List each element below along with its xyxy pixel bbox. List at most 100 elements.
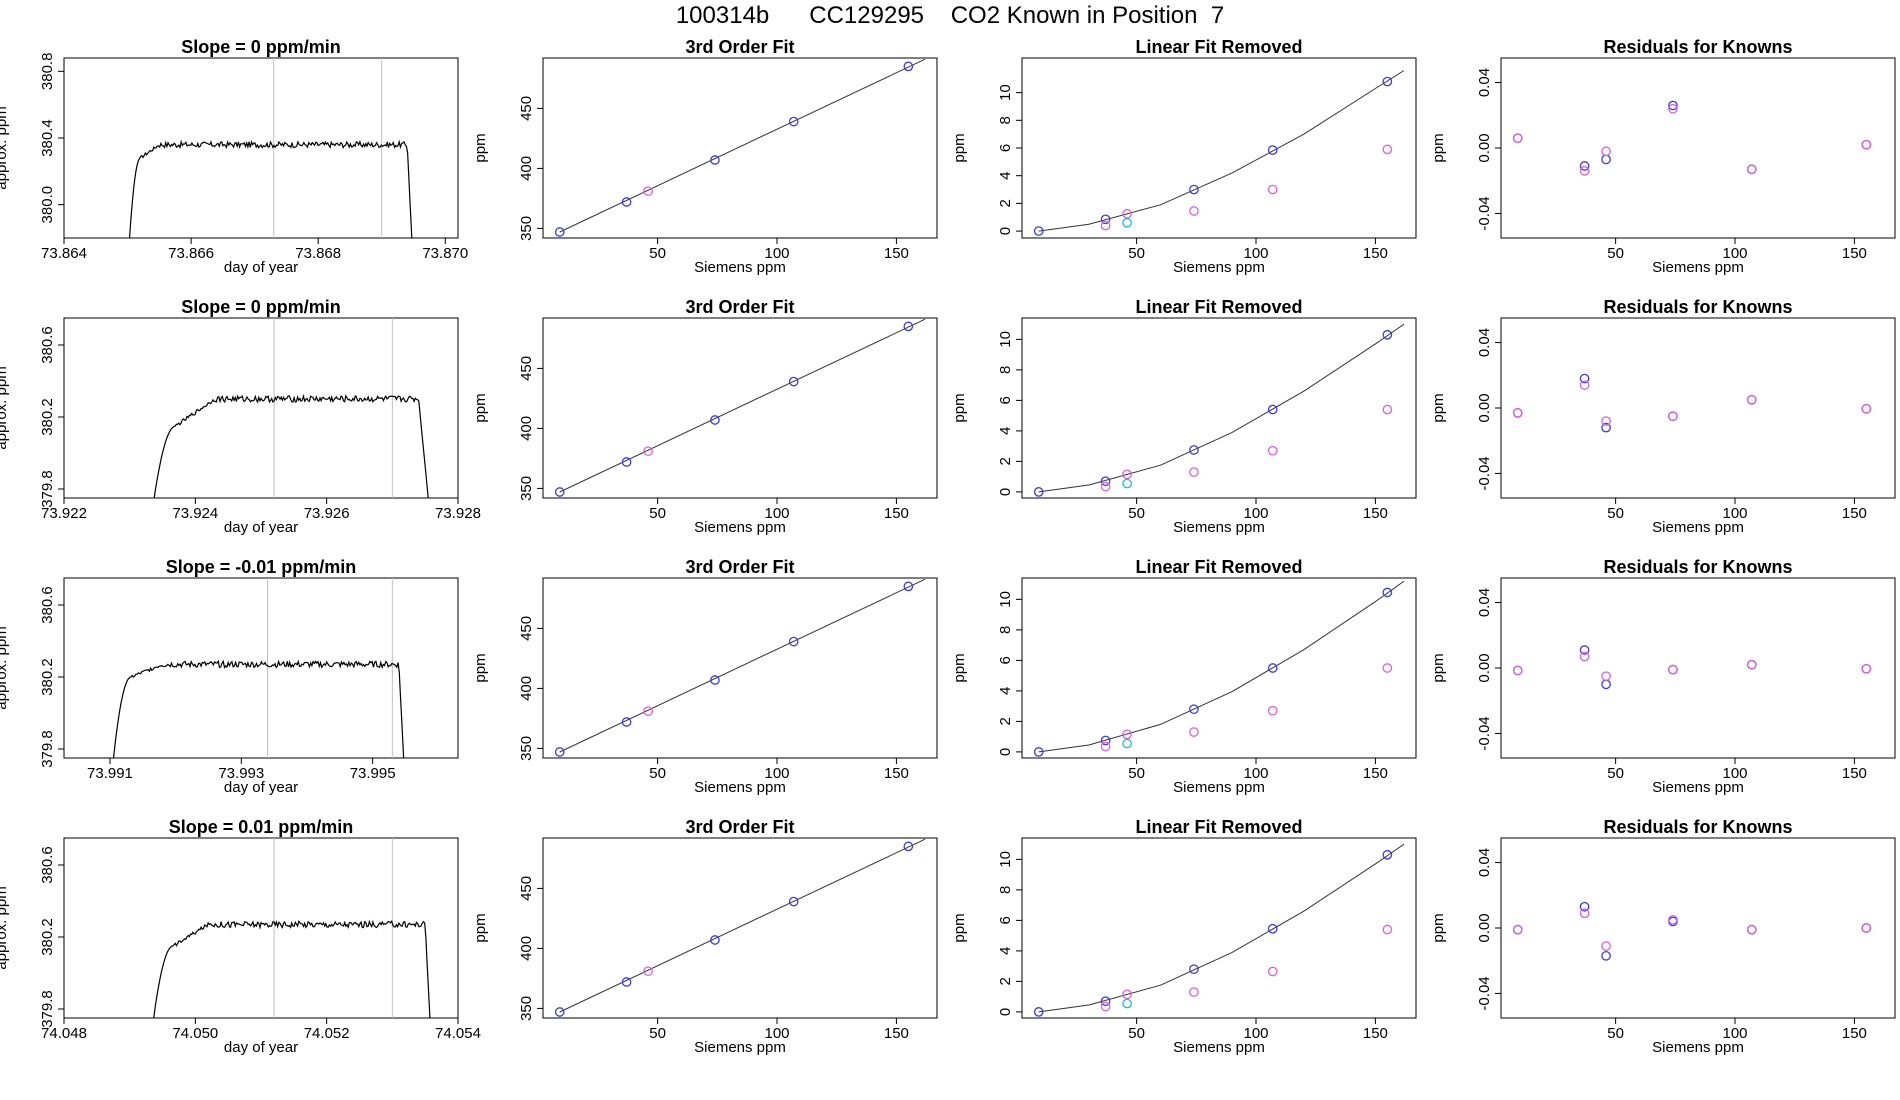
panel-line: Slope = 0 ppm/min day of year approx. ppm 7… bbox=[0, 37, 468, 276]
y-tick-label: 4 bbox=[997, 427, 1014, 435]
panel-scatter: 3rd Order Fit Siemens ppm ppm 50 100 150 350 40… bbox=[472, 297, 938, 536]
y-tick-label: 0 bbox=[997, 227, 1014, 235]
y-tick-label: 350 bbox=[518, 216, 535, 241]
x-tick-label: 50 bbox=[1128, 505, 1145, 522]
panel-plot-area bbox=[1033, 580, 1405, 757]
y-tick-label: 350 bbox=[518, 996, 535, 1021]
data-point-blue bbox=[788, 376, 799, 387]
panel-frame bbox=[542, 837, 938, 1019]
x-tick-label: 50 bbox=[1128, 765, 1145, 782]
data-point-magenta bbox=[1512, 133, 1523, 144]
data-point-magenta bbox=[1861, 923, 1872, 933]
y-tick-label: 400 bbox=[518, 416, 535, 441]
panel-title: Slope = 0.01 ppm/min bbox=[169, 817, 354, 837]
x-tick-label: 100 bbox=[1243, 1025, 1268, 1042]
data-point-magenta bbox=[1601, 146, 1611, 157]
x-tick-label: 50 bbox=[1607, 765, 1624, 782]
x-tick-label: 50 bbox=[1607, 245, 1624, 262]
y-tick-label: 8 bbox=[997, 366, 1014, 374]
data-point-magenta bbox=[1267, 966, 1278, 977]
y-tick-label: 450 bbox=[518, 876, 535, 901]
x-axis-label: Siemens ppm bbox=[1173, 259, 1265, 276]
data-point-blue bbox=[554, 227, 565, 237]
y-axis-label: ppm bbox=[472, 913, 489, 942]
concentration-trace bbox=[128, 139, 413, 238]
y-tick-label: 380.2 bbox=[39, 918, 56, 956]
y-tick-label: 400 bbox=[518, 936, 535, 961]
data-point-blue bbox=[710, 415, 720, 425]
data-point-blue bbox=[1189, 704, 1199, 715]
panel-frame bbox=[63, 577, 459, 759]
data-point-magenta bbox=[1579, 651, 1590, 662]
data-point-blue bbox=[1189, 445, 1199, 455]
panel-plot-area bbox=[153, 318, 429, 498]
x-tick-label: 73.995 bbox=[350, 765, 396, 782]
y-axis-label: approx. ppm bbox=[0, 886, 10, 969]
panel-title: Residuals for Knowns bbox=[1603, 817, 1792, 837]
data-point-blue bbox=[554, 487, 565, 497]
x-tick-label: 150 bbox=[884, 765, 909, 782]
data-point-magenta bbox=[1122, 989, 1132, 1000]
y-axis-label: ppm bbox=[1430, 913, 1447, 942]
x-tick-label: 50 bbox=[1607, 505, 1624, 522]
y-tick-label: 380.8 bbox=[39, 53, 56, 91]
data-point-blue bbox=[1100, 735, 1111, 746]
data-point-magenta bbox=[643, 706, 653, 717]
y-tick-label: 380.4 bbox=[39, 119, 56, 157]
y-axis-label: ppm bbox=[951, 913, 968, 942]
panel-title: Slope = 0 ppm/min bbox=[181, 297, 341, 317]
data-point-blue bbox=[710, 935, 720, 945]
x-tick-label: 150 bbox=[1363, 505, 1388, 522]
x-axis-label: Siemens ppm bbox=[1652, 259, 1744, 276]
y-tick-label: 350 bbox=[518, 476, 535, 501]
x-tick-label: 74.048 bbox=[41, 1025, 87, 1042]
fit-curve bbox=[1038, 843, 1405, 1013]
panel-plot-area bbox=[554, 578, 926, 757]
data-point-magenta bbox=[1512, 408, 1523, 418]
y-tick-label: 8 bbox=[997, 886, 1014, 894]
fit-line bbox=[559, 318, 926, 493]
y-tick-label: 0 bbox=[997, 488, 1014, 496]
x-tick-label: 100 bbox=[764, 765, 789, 782]
panel-frame bbox=[1021, 317, 1417, 499]
panel-frame bbox=[1021, 837, 1417, 1019]
data-point-magenta bbox=[1601, 941, 1611, 951]
data-point-blue bbox=[1033, 747, 1044, 757]
y-tick-label: 0.00 bbox=[1476, 653, 1493, 682]
y-axis-label: ppm bbox=[472, 393, 489, 422]
y-tick-label: 4 bbox=[997, 687, 1014, 695]
page-title: 100314b CC129295 CO2 Known in Position 7 bbox=[675, 2, 1225, 29]
data-point-magenta bbox=[1267, 445, 1278, 456]
fit-line bbox=[559, 838, 926, 1013]
data-point-blue bbox=[788, 636, 799, 647]
data-point-blue bbox=[1579, 901, 1590, 912]
y-tick-label: 6 bbox=[997, 916, 1014, 924]
data-point-blue bbox=[1267, 145, 1278, 155]
y-tick-label: 0.00 bbox=[1476, 133, 1493, 162]
panel-plot-area bbox=[1512, 901, 1872, 961]
panel-title: Linear Fit Removed bbox=[1135, 557, 1302, 577]
panel-frame bbox=[542, 577, 938, 759]
data-point-magenta bbox=[643, 446, 653, 457]
panel-title: 3rd Order Fit bbox=[685, 37, 794, 57]
data-point-magenta bbox=[1382, 663, 1393, 673]
panel-title: 3rd Order Fit bbox=[685, 557, 794, 577]
panel-frame bbox=[1021, 57, 1417, 239]
y-tick-label: 0.04 bbox=[1476, 588, 1493, 617]
y-tick-label: 4 bbox=[997, 947, 1014, 955]
data-point-magenta bbox=[1267, 184, 1278, 195]
y-tick-label: 380.6 bbox=[39, 846, 56, 884]
panel-plot-area bbox=[1033, 70, 1405, 236]
x-tick-label: 73.924 bbox=[172, 505, 218, 522]
x-tick-label: 100 bbox=[1722, 765, 1747, 782]
x-tick-label: 74.054 bbox=[435, 1025, 481, 1042]
panel-title: Residuals for Knowns bbox=[1603, 557, 1792, 577]
data-point-magenta bbox=[1512, 665, 1523, 676]
data-point-blue bbox=[1033, 1007, 1044, 1017]
x-axis-label: Siemens ppm bbox=[1652, 779, 1744, 796]
data-point-blue bbox=[1100, 476, 1111, 487]
data-point-magenta bbox=[1189, 467, 1199, 477]
